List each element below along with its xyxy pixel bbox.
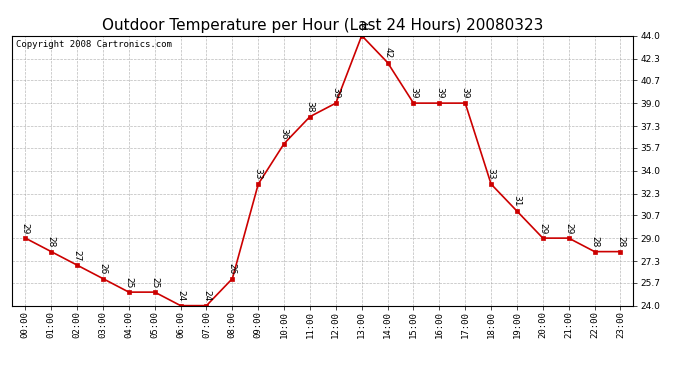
Text: 44: 44: [357, 20, 366, 32]
Text: 25: 25: [150, 277, 159, 288]
Text: 39: 39: [461, 87, 470, 99]
Text: 28: 28: [47, 236, 56, 248]
Text: 29: 29: [538, 223, 547, 234]
Text: 36: 36: [279, 128, 288, 140]
Text: 39: 39: [409, 87, 418, 99]
Text: 33: 33: [254, 168, 263, 180]
Text: 26: 26: [99, 263, 108, 274]
Title: Outdoor Temperature per Hour (Last 24 Hours) 20080323: Outdoor Temperature per Hour (Last 24 Ho…: [102, 18, 544, 33]
Text: 28: 28: [590, 236, 599, 248]
Text: 27: 27: [72, 250, 81, 261]
Text: 42: 42: [383, 47, 392, 58]
Text: 31: 31: [513, 195, 522, 207]
Text: 26: 26: [228, 263, 237, 274]
Text: 28: 28: [616, 236, 625, 248]
Text: Copyright 2008 Cartronics.com: Copyright 2008 Cartronics.com: [15, 40, 171, 49]
Text: 29: 29: [564, 223, 573, 234]
Text: 39: 39: [435, 87, 444, 99]
Text: 38: 38: [306, 101, 315, 112]
Text: 24: 24: [202, 290, 211, 302]
Text: 25: 25: [124, 277, 133, 288]
Text: 24: 24: [176, 290, 185, 302]
Text: 33: 33: [486, 168, 495, 180]
Text: 29: 29: [21, 223, 30, 234]
Text: 39: 39: [331, 87, 340, 99]
